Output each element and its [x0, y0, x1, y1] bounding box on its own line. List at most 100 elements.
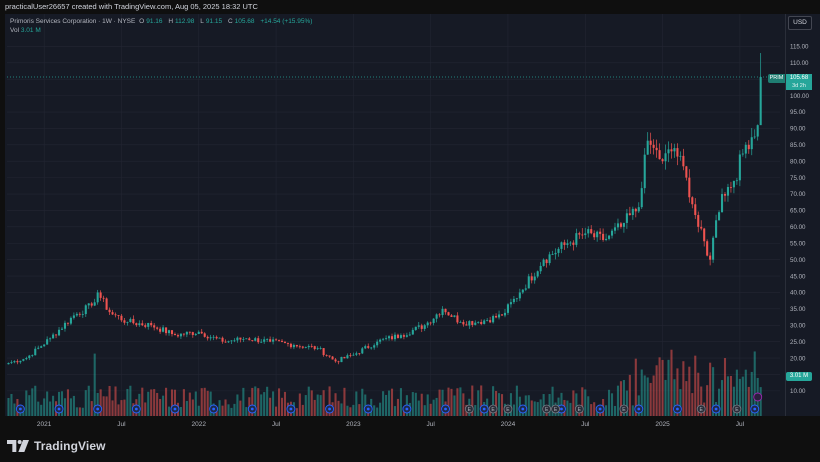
- candle-body: [703, 228, 706, 242]
- volume-bar: [634, 358, 637, 416]
- candle-body: [162, 327, 165, 332]
- candle-body: [462, 321, 465, 325]
- earnings-marker[interactable]: [542, 404, 552, 414]
- candle-body: [245, 338, 248, 340]
- volume-bar: [608, 389, 611, 416]
- candle-body: [602, 233, 605, 240]
- volume-bar: [337, 400, 340, 416]
- dividend-marker-dot: [714, 407, 718, 411]
- volume-bar: [495, 390, 498, 416]
- candle-body: [167, 330, 171, 334]
- candle-body: [420, 325, 423, 329]
- candle-body: [459, 321, 462, 323]
- candle-body: [376, 341, 379, 346]
- candle-body: [84, 305, 87, 315]
- candle-body: [417, 325, 420, 327]
- volume-bar: [40, 404, 43, 416]
- volume-bar: [28, 395, 31, 416]
- chart-pane[interactable]: [5, 14, 785, 416]
- candle-body: [673, 148, 676, 152]
- candle-body: [340, 356, 343, 363]
- candle-body: [60, 328, 64, 330]
- volume-bar: [587, 396, 590, 416]
- volume-bar: [361, 388, 364, 416]
- volume-bar: [459, 387, 462, 416]
- candle-body: [144, 325, 147, 327]
- candle-body: [548, 254, 551, 264]
- earnings-marker[interactable]: [551, 404, 560, 414]
- candle-body: [596, 231, 599, 238]
- volume-bar: [569, 402, 572, 416]
- dividend-marker-dot: [289, 407, 293, 411]
- candle-body: [536, 271, 539, 277]
- candle-body: [590, 229, 593, 234]
- volume-bar: [610, 393, 614, 416]
- earnings-marker[interactable]: [619, 404, 629, 414]
- volume-bar: [492, 386, 495, 416]
- candle-body: [465, 324, 468, 326]
- volume-bar: [257, 388, 260, 416]
- volume-bar: [162, 395, 165, 416]
- candle-body: [625, 213, 628, 223]
- candle-body: [203, 333, 206, 337]
- volume-bar: [670, 349, 673, 416]
- candle-body: [349, 355, 352, 357]
- volume-bar: [78, 407, 81, 416]
- earnings-marker[interactable]: [464, 404, 474, 414]
- candle-body: [545, 259, 548, 264]
- candle-body: [52, 334, 55, 339]
- candle-body: [694, 204, 697, 216]
- x-tick-label: Jul: [272, 421, 281, 428]
- volume-bar: [129, 385, 132, 416]
- volume-bar: [173, 389, 177, 416]
- candle-body: [328, 355, 331, 357]
- earnings-marker[interactable]: [696, 404, 706, 414]
- candle-body: [114, 314, 117, 316]
- earnings-marker[interactable]: [732, 404, 742, 414]
- candle-body: [367, 346, 370, 348]
- volume-bar: [420, 393, 423, 416]
- volume-bar: [352, 404, 355, 416]
- candle-body: [307, 345, 310, 348]
- tradingview-logo[interactable]: TradingView: [7, 439, 106, 453]
- volume-bar: [741, 376, 744, 416]
- candle-body: [87, 303, 90, 306]
- volume-bar: [319, 395, 322, 416]
- candle-body: [747, 144, 750, 150]
- candle-body: [382, 338, 385, 340]
- volume-bar: [224, 399, 227, 416]
- volume-bar: [328, 386, 331, 416]
- volume-bar: [411, 392, 414, 416]
- y-tick-label: 90.00: [790, 126, 806, 133]
- candle-body: [578, 233, 581, 235]
- candle-body: [569, 242, 572, 244]
- volume-bar: [575, 393, 578, 416]
- volume-bar: [396, 398, 400, 416]
- volume-label[interactable]: Vol: [10, 27, 20, 34]
- symbol-title[interactable]: Primoris Services Corporation · 1W · NYS…: [10, 18, 136, 25]
- volume-bar: [99, 389, 102, 416]
- earnings-marker[interactable]: [488, 404, 498, 414]
- volume-bar: [584, 389, 587, 416]
- candle-body: [99, 292, 102, 298]
- candle-body: [682, 155, 685, 167]
- y-tick-label: 40.00: [790, 290, 806, 297]
- candle-body: [572, 242, 575, 245]
- candle-body: [649, 140, 652, 145]
- volume-bar: [43, 398, 46, 416]
- currency-button[interactable]: USD: [788, 16, 812, 30]
- volume-bar: [652, 375, 655, 416]
- candle-body: [444, 308, 447, 313]
- candle-body: [616, 223, 620, 228]
- earnings-marker[interactable]: [503, 404, 513, 414]
- candle-body: [402, 335, 405, 337]
- volume-bar: [108, 385, 111, 416]
- y-tick-label: 30.00: [790, 322, 806, 329]
- earnings-marker[interactable]: [574, 404, 584, 414]
- candle-body: [272, 339, 275, 342]
- candle-body: [533, 276, 536, 281]
- upcoming-event-marker[interactable]: [753, 392, 763, 402]
- volume-bar: [622, 380, 625, 416]
- candle-body: [298, 346, 301, 348]
- volume-bar: [188, 392, 191, 416]
